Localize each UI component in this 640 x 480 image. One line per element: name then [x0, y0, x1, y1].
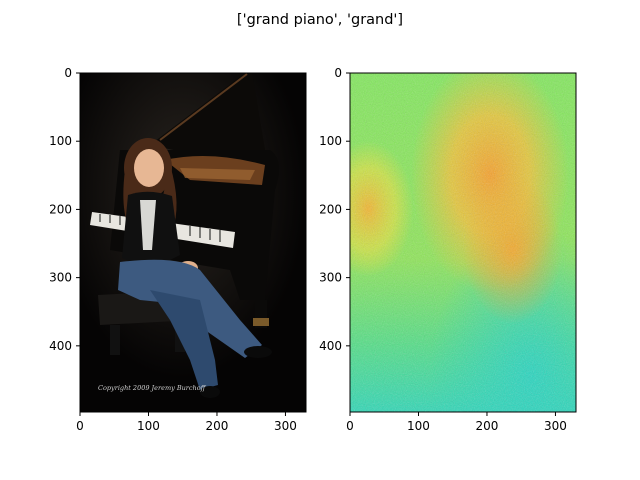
heatmap-ticks: 0 100 200 300 0 100 200 300 400 — [319, 66, 567, 433]
x-tick-label: 0 — [346, 419, 354, 433]
y-tick-label: 200 — [319, 202, 342, 216]
y-tick-label: 100 — [49, 134, 72, 148]
y-tick-label: 100 — [319, 134, 342, 148]
x-tick-label: 300 — [544, 419, 567, 433]
figure-title: ['grand piano', 'grand'] — [237, 12, 403, 28]
heatmap-panel: 0 100 200 300 0 100 200 300 400 — [319, 66, 577, 433]
photo-panel: Copyright 2009 Jeremy Burchoff 0 100 200 30… — [49, 66, 307, 433]
x-tick-label: 0 — [76, 419, 84, 433]
y-tick-label: 300 — [49, 271, 72, 285]
photo-watermark: Copyright 2009 Jeremy Burchoff — [98, 384, 207, 392]
y-tick-label: 0 — [334, 66, 342, 80]
x-tick-label: 100 — [407, 419, 430, 433]
x-tick-label: 200 — [206, 419, 229, 433]
y-tick-label: 300 — [319, 271, 342, 285]
y-tick-label: 0 — [64, 66, 72, 80]
x-tick-label: 300 — [274, 419, 297, 433]
x-tick-label: 100 — [137, 419, 160, 433]
x-tick-label: 200 — [476, 419, 499, 433]
y-tick-label: 400 — [319, 339, 342, 353]
heatmap-axes-frame — [349, 72, 577, 413]
y-tick-label: 200 — [49, 202, 72, 216]
photo-ticks: 0 100 200 300 0 100 200 300 400 — [49, 66, 297, 433]
y-tick-label: 400 — [49, 339, 72, 353]
photo-image: Copyright 2009 Jeremy Burchoff — [80, 73, 306, 412]
photo-axes-frame — [79, 72, 307, 413]
saliency-heatmap — [350, 73, 576, 412]
